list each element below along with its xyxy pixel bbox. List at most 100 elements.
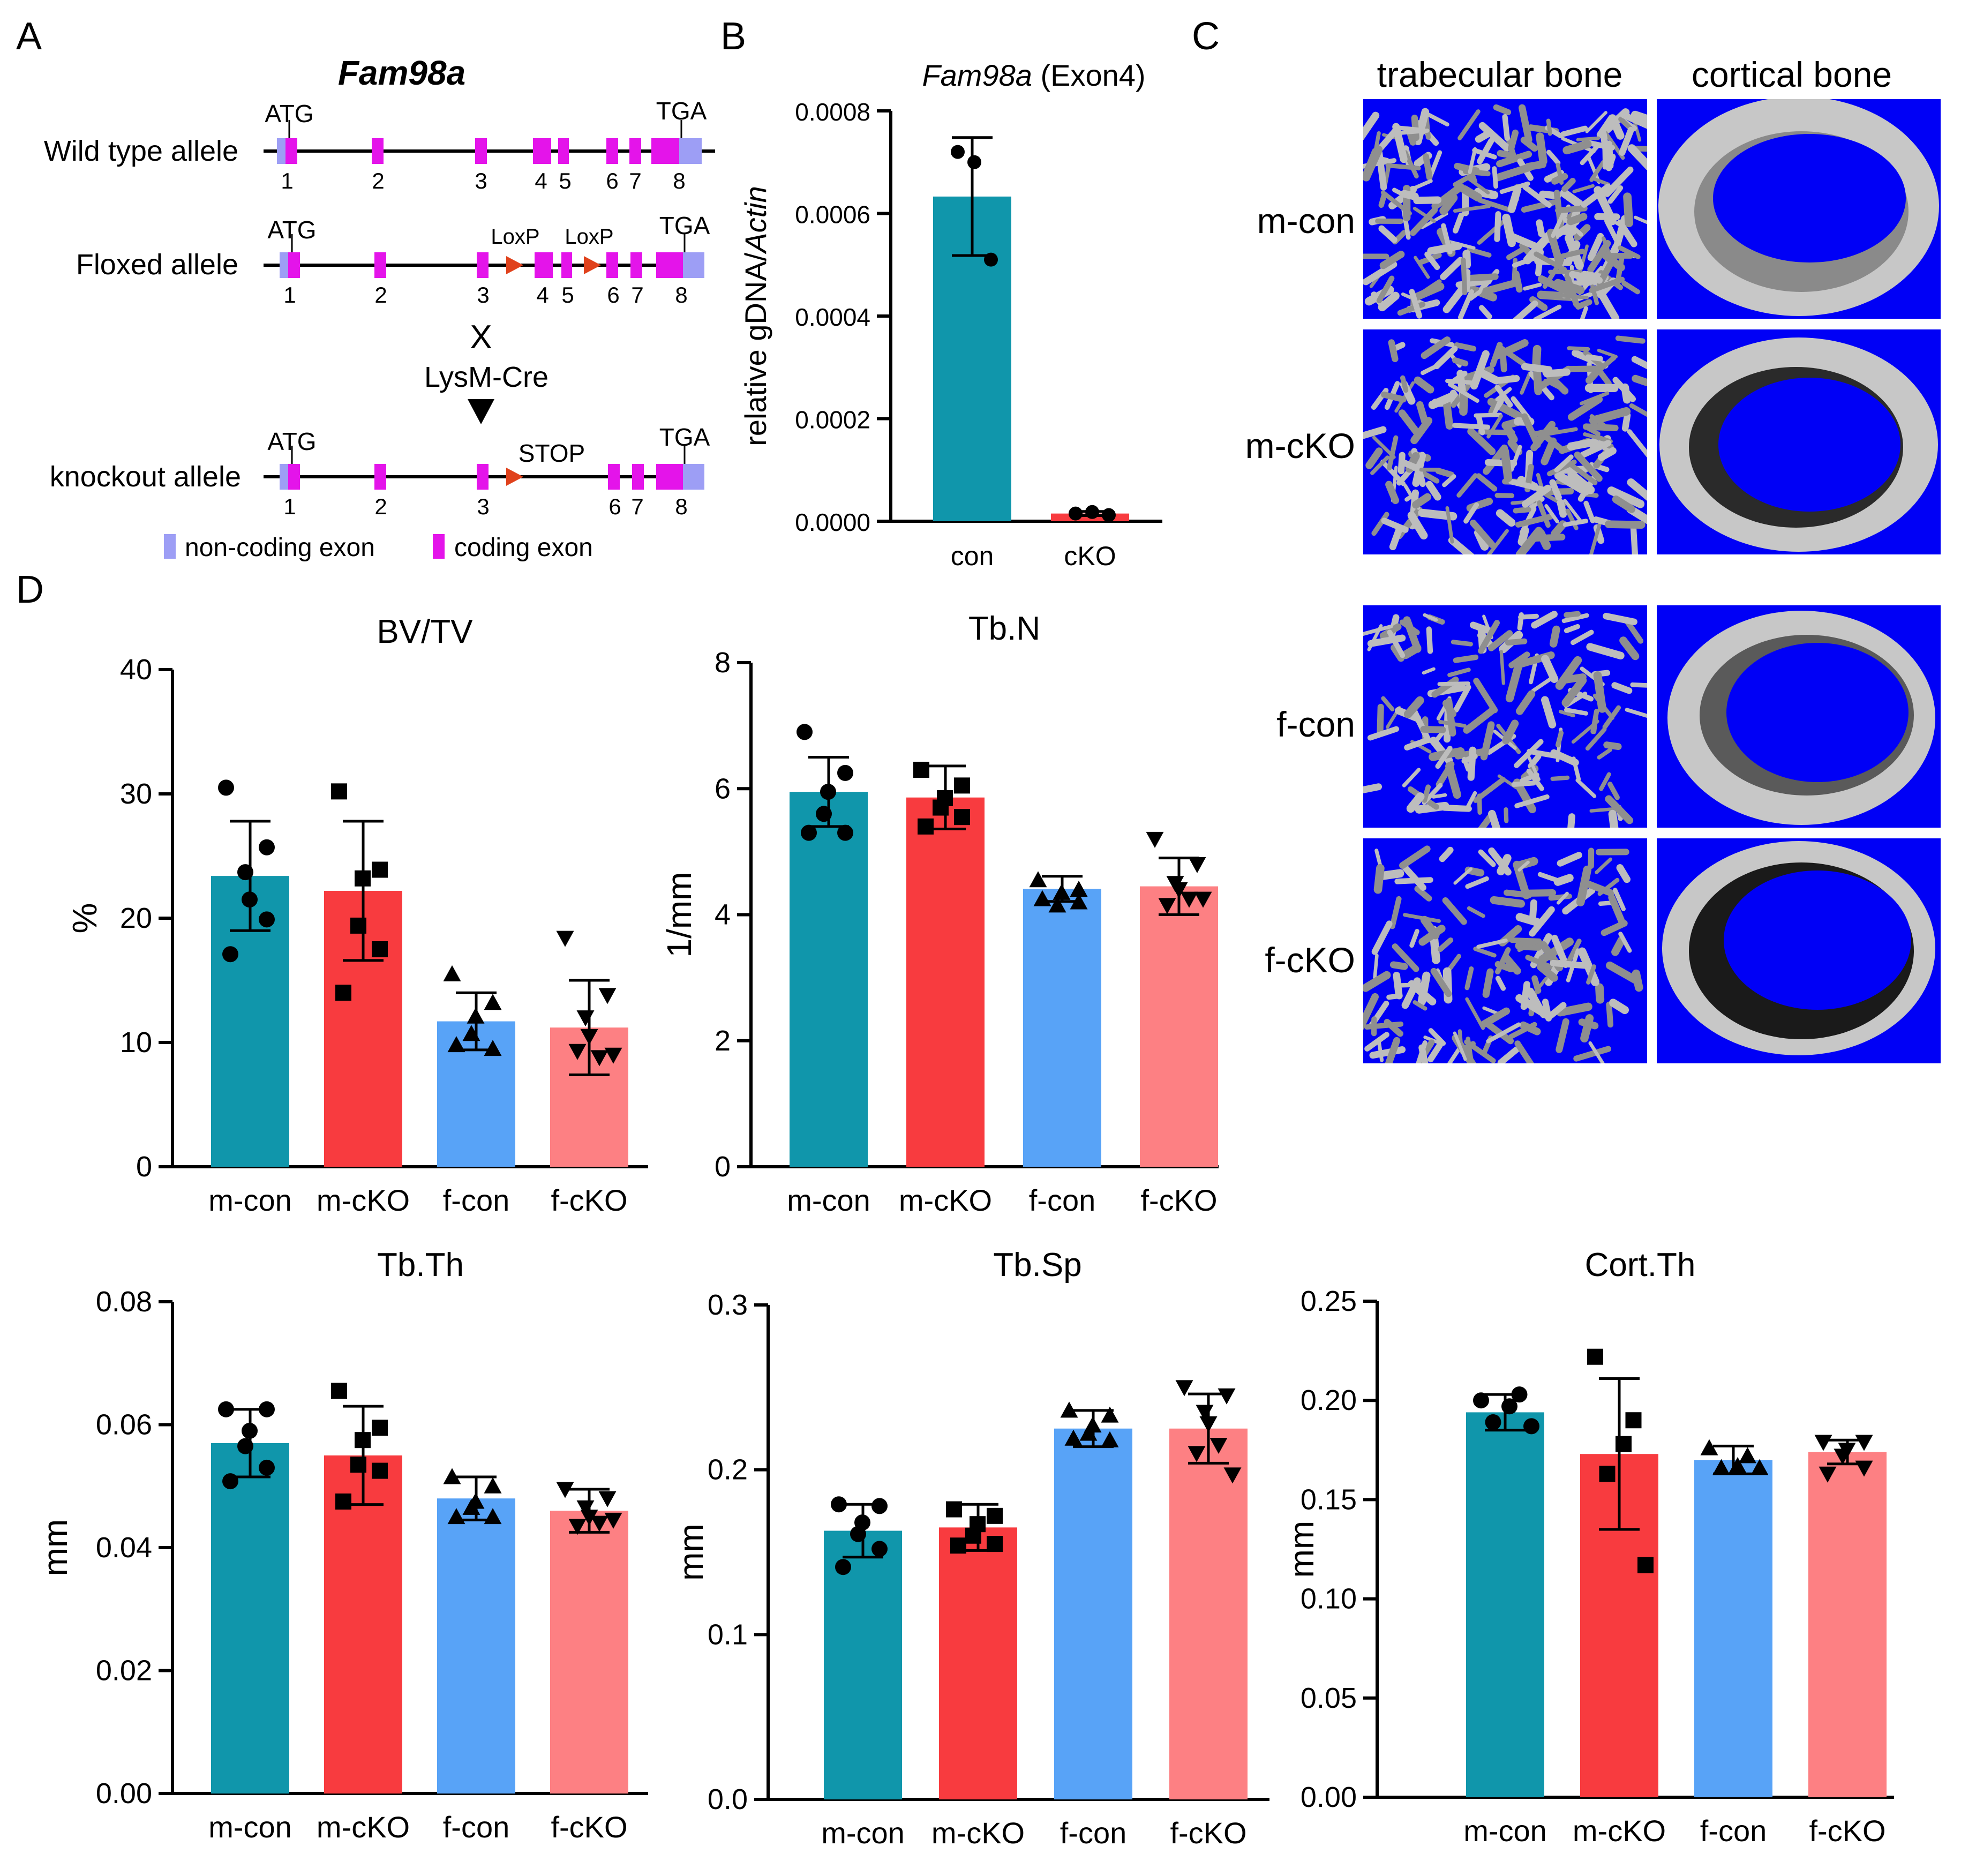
trabecula-strut: [1473, 678, 1498, 714]
trabecula-strut: [1621, 280, 1640, 295]
trabecula-strut: [1403, 149, 1419, 179]
trabecula-strut: [1523, 282, 1542, 291]
trabecula-strut: [1401, 460, 1420, 471]
data-point: [951, 145, 965, 159]
trabecula-strut: [1404, 738, 1429, 751]
trabecula-strut: [1607, 782, 1620, 800]
coding-exon: [656, 252, 683, 278]
trabecula-strut: [1486, 529, 1509, 554]
data-point: [1146, 831, 1164, 848]
y-tick-label: 10: [120, 1026, 152, 1059]
trabecula-strut: [1579, 391, 1610, 406]
trabecula-strut: [1370, 455, 1390, 475]
bar: [211, 1443, 289, 1794]
coding-exon: [372, 138, 384, 164]
data-point: [954, 777, 970, 794]
trabecula-strut: [1465, 876, 1489, 889]
trabecula-strut: [1493, 163, 1534, 182]
trabecula-strut: [1488, 809, 1501, 828]
trabecula-strut: [1551, 172, 1568, 185]
x-tick-label: f-con: [1029, 1183, 1096, 1217]
trabecula-strut: [1517, 939, 1541, 952]
data-point: [820, 784, 836, 800]
trabecula-strut: [1554, 454, 1574, 473]
trabecula-strut: [1428, 1028, 1446, 1046]
trabecula-strut: [1567, 438, 1599, 451]
trabecula-strut: [1532, 344, 1542, 367]
data-point: [1170, 882, 1188, 898]
trabecula-strut: [1502, 719, 1519, 745]
trabecula-strut: [1389, 525, 1403, 551]
trabecula-strut: [1576, 136, 1601, 141]
trabecular-image: [1363, 845, 1643, 1063]
trabecula-strut: [1464, 966, 1474, 990]
trabecula-strut: [1424, 251, 1440, 271]
trabecula-strut: [1580, 1014, 1594, 1043]
exon-number: 1: [283, 494, 296, 519]
trabecula-strut: [1555, 730, 1564, 748]
trabecula-strut: [1476, 939, 1508, 949]
trabecula-strut: [1592, 177, 1611, 186]
trabecula-strut: [1508, 478, 1548, 493]
trabecula-strut: [1602, 705, 1621, 730]
trabecula-strut: [1412, 206, 1436, 223]
y-tick-label: 0.10: [1301, 1583, 1357, 1615]
exon-number: 3: [477, 282, 489, 307]
trabecula-strut: [1615, 335, 1646, 344]
data-point: [237, 864, 253, 881]
trabecula-strut: [1388, 339, 1399, 362]
trabecula-strut: [1418, 1044, 1429, 1063]
trabecula-strut: [1504, 889, 1532, 898]
atg-label-floxed: ATG: [267, 216, 316, 244]
coding-exon: [288, 252, 300, 278]
trabecula-strut: [1441, 223, 1453, 254]
data-point: [1085, 505, 1099, 519]
data-point: [350, 1457, 366, 1473]
trabecula-strut: [1468, 290, 1482, 301]
trabecula-strut: [1561, 613, 1589, 624]
trabecula-strut: [1454, 342, 1477, 352]
trabecula-strut: [1508, 1022, 1537, 1040]
data-point: [576, 1010, 595, 1027]
trabecula-strut: [1459, 391, 1468, 416]
bar: [939, 1527, 1017, 1799]
trabecula-strut: [1439, 193, 1458, 215]
data-point: [1102, 508, 1116, 522]
data-point: [1501, 1398, 1517, 1415]
trabecula-strut: [1411, 282, 1445, 302]
trabecula-strut: [1526, 768, 1544, 791]
trabecula-strut: [1608, 809, 1619, 828]
data-point: [484, 1477, 502, 1494]
trabecula-strut: [1378, 225, 1398, 243]
data-point: [604, 1047, 622, 1064]
trabecula-strut: [1572, 184, 1595, 193]
trabecula-strut: [1490, 896, 1526, 908]
trabecula-strut: [1497, 1046, 1520, 1063]
bar: [1169, 1428, 1248, 1799]
panel-label-b: B: [720, 15, 746, 58]
trabecula-strut: [1519, 104, 1532, 144]
data-point: [590, 1515, 608, 1532]
trabecula-strut: [1364, 1021, 1404, 1030]
chart-tb-th: Tb.Th mm 0.00 0.02 0.04 0.06 0.08 m-con m-cKO f-c…: [36, 1247, 648, 1844]
trabecula-strut: [1483, 1019, 1514, 1045]
noncoding-exon: [280, 464, 288, 490]
trabecula-strut: [1376, 275, 1395, 304]
trabecula-strut: [1467, 746, 1476, 781]
trabecula-strut: [1620, 111, 1647, 129]
trabecula-strut: [1536, 529, 1551, 550]
loxp-label-1: LoxP: [491, 225, 539, 249]
trabecula-strut: [1560, 189, 1583, 208]
trabecula-strut: [1580, 306, 1588, 319]
trabecula-strut: [1589, 160, 1606, 182]
data-point: [331, 1383, 347, 1399]
trabecula-strut: [1453, 684, 1471, 713]
data-point: [259, 911, 275, 928]
bar: [437, 1498, 515, 1794]
chart-tb-sp: Tb.Sp mm 0.0 0.1 0.2 0.3 m-con m-cKO f-con f-cKO: [672, 1247, 1269, 1850]
trabecula-strut: [1567, 470, 1595, 494]
trabecula-strut: [1378, 291, 1400, 312]
trabecula-strut: [1526, 889, 1557, 897]
trabecula-strut: [1477, 369, 1501, 385]
trabecula-strut: [1518, 613, 1539, 620]
